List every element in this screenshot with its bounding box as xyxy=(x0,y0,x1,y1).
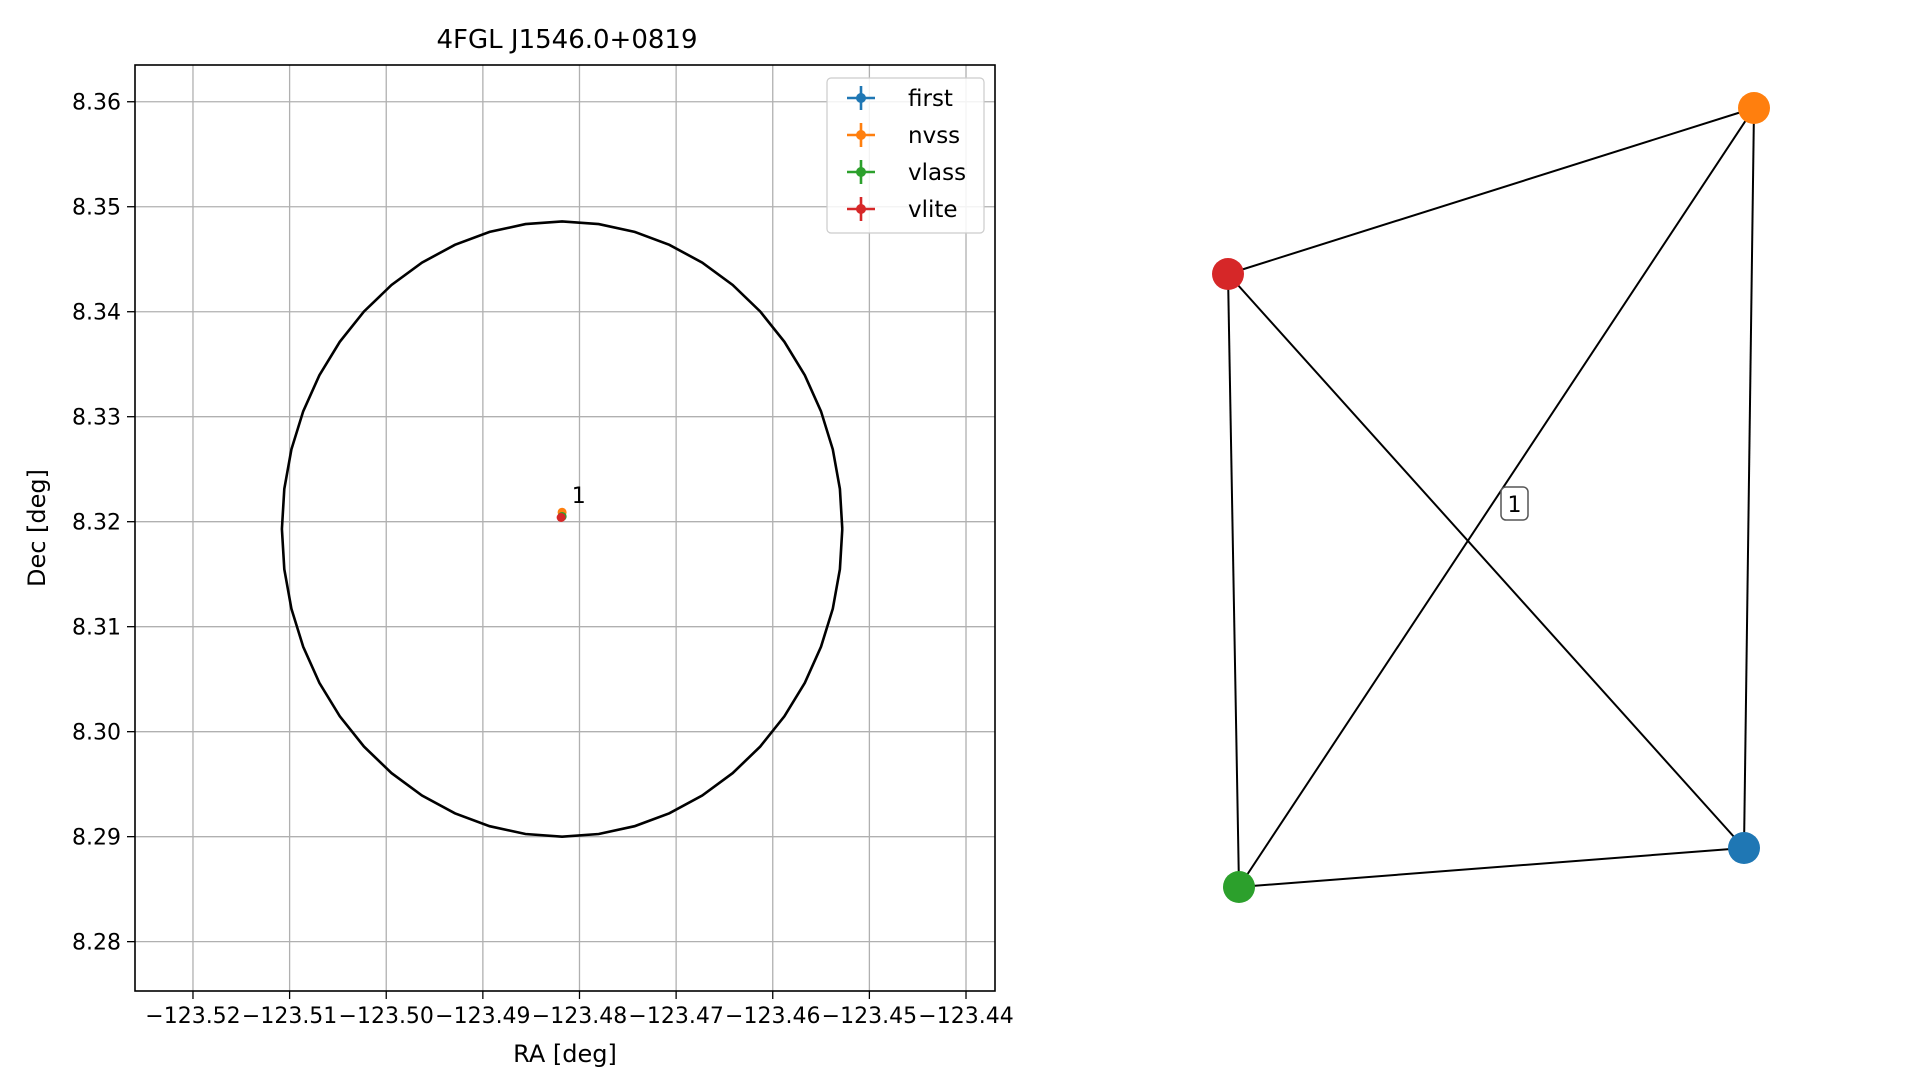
annotation-layer: 1 xyxy=(572,484,586,509)
data-points-layer xyxy=(556,507,567,523)
node-vlite xyxy=(1212,258,1244,290)
legend-label-vlite: vlite xyxy=(908,197,958,223)
node-vlass xyxy=(1223,871,1255,903)
legend-box xyxy=(826,77,985,234)
legend-marker-vlite xyxy=(856,204,866,214)
edge-vlite-first xyxy=(1227,273,1745,849)
network-panel: 1 xyxy=(1212,92,1770,903)
edge-label: 1 xyxy=(1500,486,1529,521)
edges-layer xyxy=(1227,107,1755,888)
y-tick-label: 8.31 xyxy=(72,616,121,641)
gridlines xyxy=(135,65,995,991)
edge-label-box xyxy=(1500,486,1529,521)
x-axis-ticks: −123.52 −123.51 −123.50 −123.49 −123.48 −123.… xyxy=(145,991,1014,1029)
chart-title: 4FGL J1546.0+0819 xyxy=(437,25,698,55)
edge-vlass-first xyxy=(1238,847,1745,888)
y-tick-label: 8.28 xyxy=(72,931,121,956)
x-tick-label: −123.48 xyxy=(532,1004,627,1029)
nodes-layer xyxy=(1212,92,1770,903)
legend-marker-nvss xyxy=(856,130,866,140)
legend-label-first: first xyxy=(908,86,953,112)
plot-frame xyxy=(134,64,996,992)
edge-nvss-first xyxy=(1743,107,1755,849)
edge-vlite-nvss xyxy=(1227,107,1755,275)
edge-nvss-vlass xyxy=(1238,107,1755,888)
x-tick-label: −123.49 xyxy=(435,1004,530,1029)
y-tick-label: 8.29 xyxy=(72,826,121,851)
node-nvss xyxy=(1738,92,1770,124)
x-tick-label: −123.50 xyxy=(339,1004,434,1029)
legend-label-vlass: vlass xyxy=(908,160,966,186)
y-axis-label: Dec [deg] xyxy=(23,469,51,587)
x-tick-label: −123.51 xyxy=(242,1004,337,1029)
data-point-vlite xyxy=(556,513,566,523)
legend: first nvss vlass vlite xyxy=(826,77,985,234)
y-tick-label: 8.36 xyxy=(72,91,121,116)
edge-label-text: 1 xyxy=(1508,493,1522,518)
error-circle-layer xyxy=(280,220,844,839)
y-tick-label: 8.32 xyxy=(72,511,121,536)
legend-marker-first xyxy=(856,93,866,103)
x-tick-label: −123.45 xyxy=(822,1004,917,1029)
x-tick-label: −123.46 xyxy=(725,1004,820,1029)
point-annotation: 1 xyxy=(572,484,586,509)
y-tick-label: 8.34 xyxy=(72,301,121,326)
node-first xyxy=(1728,832,1760,864)
x-tick-label: −123.52 xyxy=(145,1004,240,1029)
x-tick-label: −123.44 xyxy=(918,1004,1013,1029)
y-tick-label: 8.30 xyxy=(72,721,121,746)
y-tick-label: 8.33 xyxy=(72,406,121,431)
legend-marker-vlass xyxy=(856,167,866,177)
y-axis-ticks: 8.28 8.29 8.30 8.31 8.32 8.33 8.34 8.35 8.36 xyxy=(72,91,135,956)
scatter-panel: 4FGL J1546.0+0819 1 −123.52 −123.51 −123.5… xyxy=(23,25,1014,1068)
error-circle xyxy=(280,220,844,839)
edge-vlite-vlass xyxy=(1227,273,1240,888)
legend-items: first nvss vlass vlite xyxy=(847,86,966,223)
x-tick-label: −123.47 xyxy=(628,1004,723,1029)
legend-label-nvss: nvss xyxy=(908,123,960,149)
x-axis-label: RA [deg] xyxy=(513,1040,617,1068)
y-tick-label: 8.35 xyxy=(72,196,121,221)
